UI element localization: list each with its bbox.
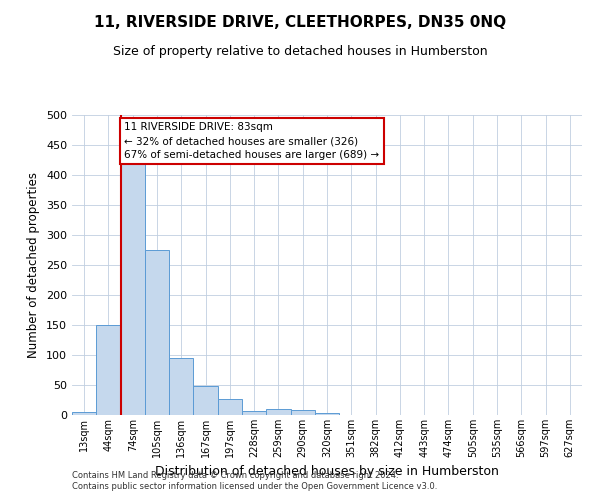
Text: 11, RIVERSIDE DRIVE, CLEETHORPES, DN35 0NQ: 11, RIVERSIDE DRIVE, CLEETHORPES, DN35 0… (94, 15, 506, 30)
Text: Contains public sector information licensed under the Open Government Licence v3: Contains public sector information licen… (72, 482, 437, 491)
Bar (242, 412, 266, 415)
Text: Contains HM Land Registry data © Crown copyright and database right 2024.: Contains HM Land Registry data © Crown c… (72, 470, 398, 480)
Bar (169, 358, 193, 415)
Text: 11 RIVERSIDE DRIVE: 83sqm
← 32% of detached houses are smaller (326)
67% of semi: 11 RIVERSIDE DRIVE: 83sqm ← 32% of detac… (124, 122, 379, 160)
Bar (290, 410, 315, 415)
Bar (315, 413, 339, 415)
Bar (193, 386, 218, 415)
Text: Size of property relative to detached houses in Humberston: Size of property relative to detached ho… (113, 45, 487, 58)
Bar (266, 409, 290, 415)
Bar (218, 399, 242, 415)
Bar (121, 163, 145, 415)
X-axis label: Distribution of detached houses by size in Humberston: Distribution of detached houses by size … (155, 466, 499, 478)
Y-axis label: Number of detached properties: Number of detached properties (28, 172, 40, 358)
Bar (145, 250, 169, 415)
Bar (72, 412, 96, 415)
Bar (96, 325, 121, 415)
